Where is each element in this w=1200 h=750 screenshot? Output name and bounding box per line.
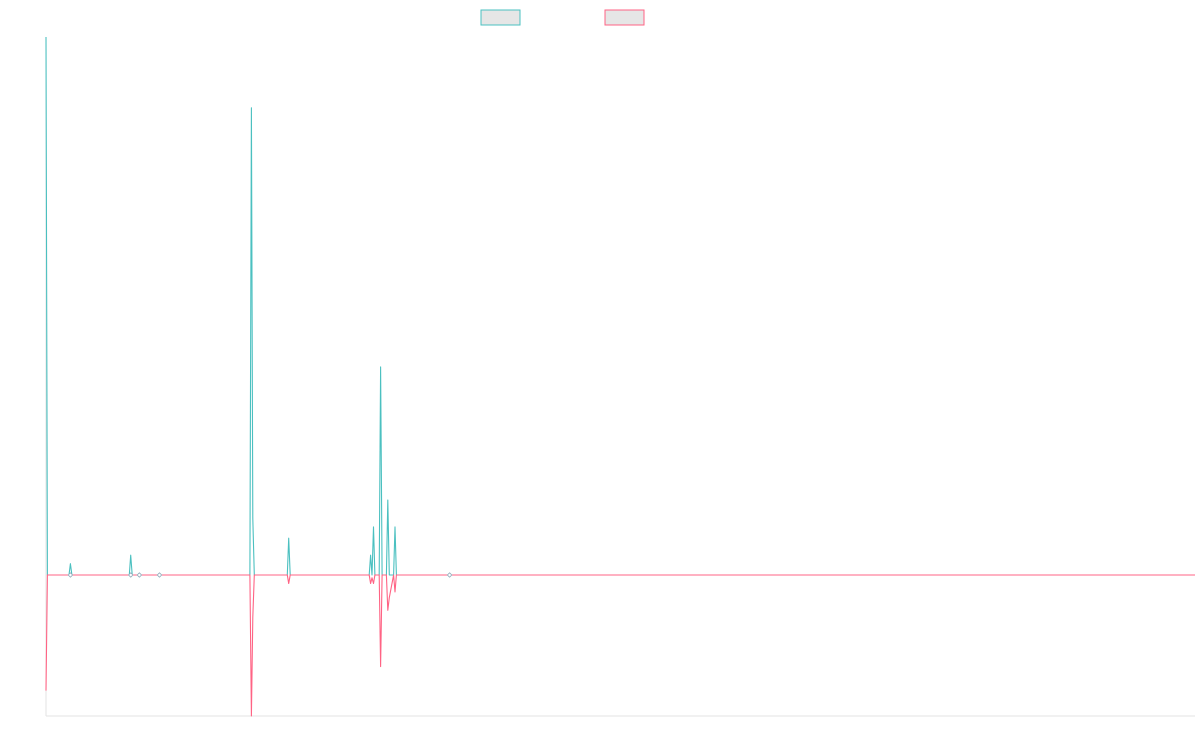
point-marker-4	[156, 572, 163, 578]
legend-swatch-1	[480, 9, 521, 26]
series-layer	[45, 36, 1195, 717]
point-marker-2	[127, 572, 134, 578]
series-line-1	[45, 36, 1195, 576]
series-line-2	[45, 574, 1195, 717]
point-marker-3	[136, 572, 143, 578]
point-marker-5	[446, 572, 453, 578]
point-marker-1	[67, 572, 74, 578]
legend-swatch-2	[604, 9, 645, 26]
legend-item-1	[480, 9, 521, 26]
legend-item-2	[604, 9, 645, 26]
axes	[45, 37, 1195, 717]
legend	[480, 9, 645, 26]
marker-layer	[67, 572, 453, 578]
